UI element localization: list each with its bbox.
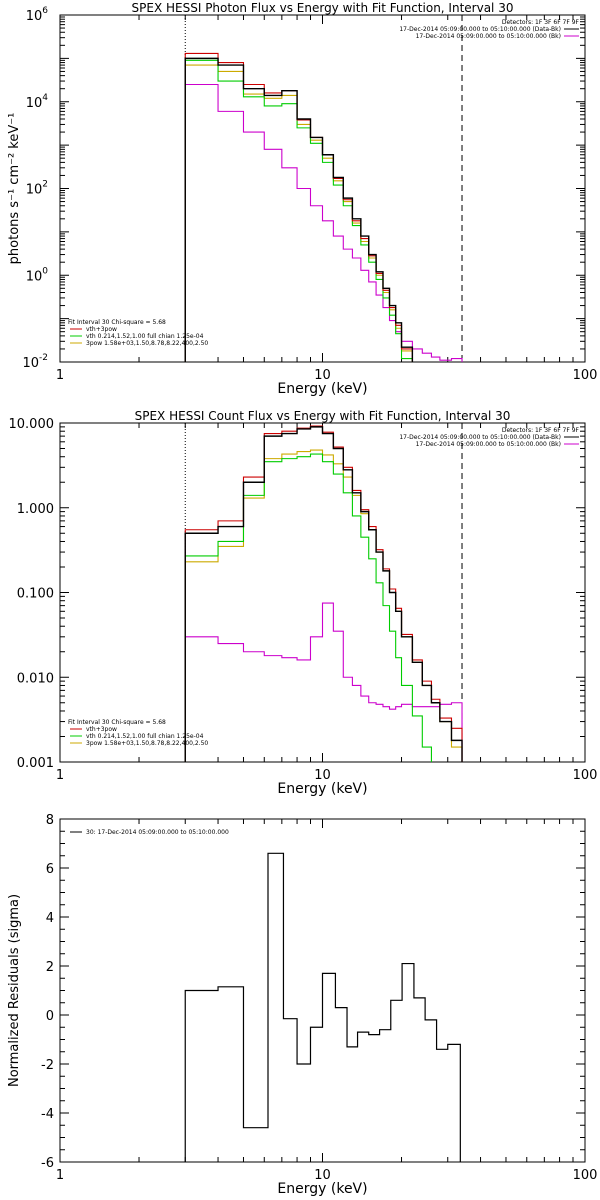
- x-tick-label: 10: [314, 1168, 331, 1183]
- x-tick-label: 1: [56, 768, 64, 783]
- y-tick-label: 10.000: [9, 417, 55, 432]
- plot-panel-2: SPEX HESSI Count Flux vs Energy with Fit…: [9, 409, 598, 797]
- y-tick-label: 0.010: [17, 671, 54, 686]
- fit-legend-header: Fit Interval 30 Chi-square = 5.68: [68, 719, 166, 726]
- y-tick-label: 10-2: [22, 353, 48, 371]
- y-tick-label-base: 10: [26, 269, 43, 284]
- legend-header: Detectors: 1F 3F 6F 7F 9F: [502, 427, 580, 434]
- y-tick-label: 100: [26, 266, 49, 284]
- x-tick-label: 1: [56, 1168, 64, 1183]
- series-line-2: [184, 453, 463, 762]
- y-tick-label: 4: [46, 911, 54, 926]
- y-tick-label-base: 10: [26, 96, 43, 111]
- legend-entry: vth+3pow: [86, 326, 117, 333]
- series-line-1: [184, 425, 463, 762]
- y-tick-label: 0: [46, 1009, 54, 1024]
- y-tick-label: 6: [46, 862, 54, 877]
- y-tick-label-base: 10: [26, 183, 43, 198]
- y-tick-label-exp: 4: [42, 93, 48, 103]
- series-group: [184, 852, 461, 1162]
- y-tick-label: 0.100: [17, 587, 54, 602]
- legend-entry: vth+3pow: [86, 726, 117, 733]
- legend-entry: 30: 17-Dec-2014 05:09:00.000 to 05:10:00…: [86, 829, 229, 836]
- series-line-4: [184, 83, 463, 362]
- series-line-0: [184, 57, 463, 362]
- series-line-1: [184, 52, 463, 362]
- y-tick-label-exp: 2: [42, 180, 48, 190]
- y-tick-label: -2: [41, 1058, 54, 1073]
- x-axis-label: Energy (keV): [277, 381, 367, 397]
- x-tick-label: 100: [573, 768, 598, 783]
- y-tick-label-base: 10: [22, 356, 39, 371]
- y-tick-label-exp: 6: [42, 6, 48, 16]
- x-tick-label: 10: [314, 368, 331, 383]
- chart-title: SPEX HESSI Photon Flux vs Energy with Fi…: [132, 1, 514, 15]
- legend-entry: 17-Dec-2014 05:09:00.000 to 05:10:00.000…: [416, 33, 561, 40]
- series-line-3: [184, 64, 463, 362]
- legend-entry: 17-Dec-2014 05:09:00.000 to 05:10:00.000…: [399, 434, 561, 441]
- series-line-4: [184, 602, 463, 762]
- y-tick-label: 104: [26, 93, 49, 111]
- series-group: [184, 52, 463, 362]
- y-tick-label-exp: 0: [42, 266, 48, 276]
- legend-entry: 17-Dec-2014 05:09:00.000 to 05:10:00.000…: [399, 26, 561, 33]
- series-line-0: [184, 426, 463, 762]
- series-line-2: [184, 59, 463, 362]
- y-tick-label: -6: [41, 1156, 54, 1171]
- x-tick-label: 10: [314, 768, 331, 783]
- legend-entry: vth 0.214,1.52,1.00 full chian 1.25e-04: [86, 733, 204, 740]
- plot-frame: [59, 422, 586, 763]
- plot-panel-1: SPEX HESSI Photon Flux vs Energy with Fi…: [7, 1, 598, 397]
- y-tick-label: -4: [41, 1107, 54, 1122]
- x-tick-label: 100: [573, 1168, 598, 1183]
- x-axis-label: Energy (keV): [277, 1181, 367, 1197]
- series-group: [184, 425, 463, 762]
- y-tick-label: 102: [26, 180, 48, 198]
- x-tick-label: 100: [573, 368, 598, 383]
- plot-panel-3: 1 10 100 8 6 4 2 0 -2 -4 -6 Energy (keV) Normalized …: [7, 813, 597, 1197]
- y-axis-label: photons s⁻¹ cm⁻² keV⁻¹: [7, 113, 22, 265]
- plot-frame: [59, 14, 586, 363]
- series-line-3: [184, 449, 463, 762]
- x-axis-label: Energy (keV): [277, 781, 367, 797]
- y-tick-label-exp: -2: [39, 353, 48, 363]
- y-tick-label: 0.001: [17, 756, 54, 771]
- residual-series-line: [184, 852, 461, 1162]
- legend-header: Detectors: 1F 3F 6F 7F 9F: [502, 19, 580, 26]
- legend-entry: 3pow 1.58e+03,1.50,8.78,8.22,400,2.50: [86, 340, 208, 347]
- chart-title: SPEX HESSI Count Flux vs Energy with Fit…: [135, 409, 511, 423]
- y-tick-label: 8: [46, 813, 54, 828]
- y-axis-label: Normalized Residuals (sigma): [7, 894, 22, 1087]
- y-tick-label: 2: [46, 960, 54, 975]
- legend-entry: vth 0.214,1.52,1.00 full chian 1.25e-04: [86, 333, 204, 340]
- fit-legend-header: Fit Interval 30 Chi-square = 5.68: [68, 319, 166, 326]
- legend-entry: 3pow 1.58e+03,1.50,8.78,8.22,400,2.50: [86, 740, 208, 747]
- y-tick-label: 1.000: [17, 502, 54, 517]
- y-tick-label-base: 10: [26, 9, 43, 24]
- x-tick-label: 1: [56, 368, 64, 383]
- y-tick-label: 106: [26, 6, 49, 24]
- legend-entry: 17-Dec-2014 05:09:00.000 to 05:10:00.000…: [416, 441, 561, 448]
